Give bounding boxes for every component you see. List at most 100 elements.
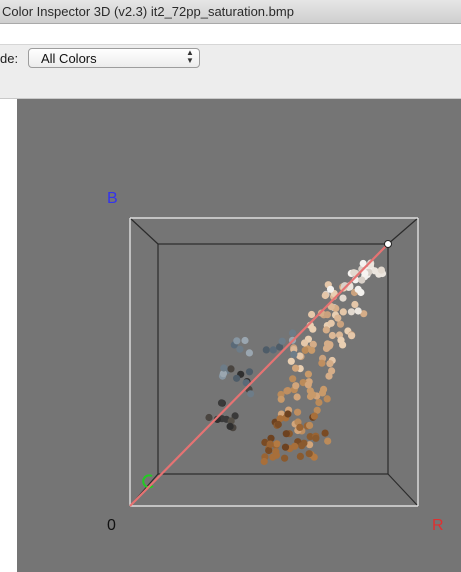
g-axis-marker: [142, 474, 154, 489]
color-point: [296, 352, 304, 360]
color-point: [309, 340, 317, 348]
color-point: [315, 398, 323, 407]
color-point: [227, 365, 235, 373]
color-point: [348, 332, 356, 340]
color-point: [312, 434, 320, 442]
color-point: [306, 433, 314, 441]
color-point: [273, 440, 281, 448]
color-point: [281, 443, 290, 451]
mode-select-value: All Colors: [41, 51, 97, 66]
color-point: [284, 387, 292, 395]
color-point: [292, 382, 300, 390]
white-point-marker: [384, 240, 392, 248]
color-point: [324, 437, 332, 445]
window-title: Color Inspector 3D (v2.3) it2_72pp_satur…: [2, 4, 294, 19]
color-point: [281, 454, 289, 462]
color-point: [227, 417, 235, 425]
color-point: [219, 370, 227, 378]
color-point: [294, 418, 302, 426]
color-point: [351, 300, 359, 309]
color-point: [282, 430, 290, 438]
color-point: [360, 310, 368, 318]
color-point: [266, 440, 274, 448]
mode-label: de:: [0, 51, 19, 66]
color-point: [327, 319, 335, 327]
color-point: [289, 375, 297, 383]
color-point: [321, 429, 329, 437]
color-point: [350, 269, 358, 277]
color-point: [289, 329, 297, 337]
color-point: [301, 346, 309, 354]
color-point: [305, 450, 313, 458]
color-point: [328, 367, 336, 375]
color-point: [277, 395, 285, 403]
color-point: [308, 346, 316, 354]
color-point: [296, 452, 304, 460]
color-point: [359, 259, 367, 268]
cube-edge: [387, 217, 419, 245]
color-point: [313, 406, 321, 414]
color-point: [334, 314, 342, 322]
color-point: [290, 350, 298, 358]
color-point: [284, 410, 292, 418]
color-point: [294, 408, 302, 416]
color-point: [242, 379, 250, 387]
color-point: [260, 457, 268, 466]
color-point: [320, 385, 328, 393]
origin-label: 0: [107, 517, 116, 534]
color-point: [245, 349, 253, 357]
color-point: [292, 364, 300, 372]
color-point: [296, 423, 304, 431]
window-titlebar: Color Inspector 3D (v2.3) it2_72pp_satur…: [0, 0, 461, 24]
color-point: [276, 415, 284, 423]
color-point: [278, 337, 286, 345]
mode-select[interactable]: All Colors ▲ ▼: [28, 48, 200, 68]
color-point: [274, 420, 282, 429]
color-point: [322, 326, 330, 334]
color-point: [308, 310, 316, 319]
color-point: [318, 359, 326, 367]
gray-diagonal-line: [129, 243, 389, 507]
cube-edge: [387, 473, 419, 507]
color-point: [269, 346, 277, 354]
color-point: [287, 357, 295, 365]
color-cube-viewer[interactable]: [17, 99, 461, 572]
color-point: [247, 390, 255, 398]
color-point: [241, 336, 249, 345]
color-point: [339, 308, 347, 316]
color-point: [361, 269, 369, 277]
color-point: [310, 412, 318, 420]
color-point: [326, 342, 334, 350]
color-point: [262, 346, 270, 354]
color-point: [205, 413, 213, 422]
color-point: [354, 307, 362, 315]
color-point: [236, 345, 244, 353]
color-point: [265, 446, 273, 455]
b-axis-label: B: [107, 190, 118, 207]
color-point: [377, 266, 385, 274]
color-point: [231, 412, 239, 420]
color-point: [233, 374, 241, 382]
color-point-cloud: [205, 259, 387, 466]
color-point: [276, 343, 284, 351]
color-point: [220, 364, 228, 372]
chevron-updown-icon: ▲ ▼: [186, 48, 194, 65]
color-point: [300, 339, 309, 347]
color-point: [336, 320, 345, 328]
color-point: [321, 291, 329, 300]
color-point: [347, 308, 355, 316]
color-point: [323, 395, 331, 403]
color-point: [272, 448, 280, 456]
color-point: [328, 331, 336, 340]
color-point: [233, 337, 241, 345]
color-point: [304, 370, 312, 378]
color-point: [337, 336, 345, 344]
r-axis-label: R: [432, 517, 444, 534]
color-point: [293, 393, 301, 401]
color-point: [339, 294, 347, 302]
color-point: [326, 285, 335, 293]
color-point: [298, 442, 306, 450]
color-point: [323, 311, 331, 319]
toolbar: de: All Colors ▲ ▼: [0, 44, 461, 99]
